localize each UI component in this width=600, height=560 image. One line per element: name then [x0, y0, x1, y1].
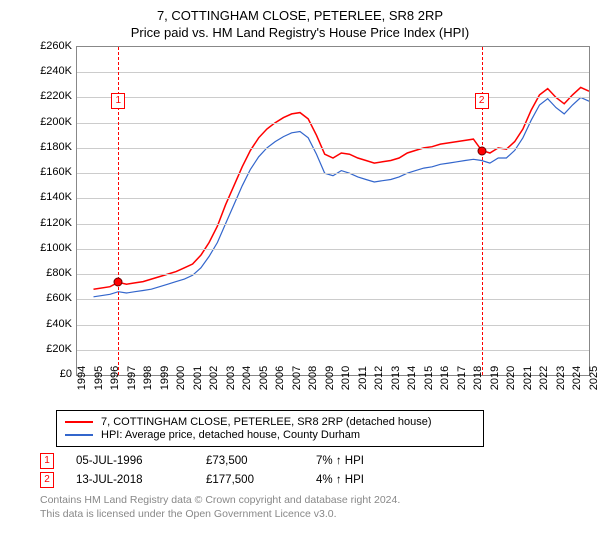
- gridline: [77, 72, 589, 73]
- xtick-label: 2012: [373, 366, 385, 390]
- xtick-label: 2013: [390, 366, 402, 390]
- ytick-label: £60K: [46, 292, 72, 304]
- legend-row: 7, COTTINGHAM CLOSE, PETERLEE, SR8 2RP (…: [65, 416, 475, 428]
- gridline: [77, 325, 589, 326]
- xtick-label: 1998: [142, 366, 154, 390]
- xtick-label: 2004: [241, 366, 253, 390]
- sale-pct: 4% ↑ HPI: [316, 474, 416, 486]
- sale-point: [477, 147, 486, 156]
- xtick-label: 2010: [340, 366, 352, 390]
- xtick-label: 2005: [258, 366, 270, 390]
- xtick-label: 2001: [192, 366, 204, 390]
- gridline: [77, 350, 589, 351]
- ytick-label: £180K: [40, 141, 72, 153]
- legend-row: HPI: Average price, detached house, Coun…: [65, 429, 475, 441]
- ytick-label: £260K: [40, 40, 72, 52]
- sale-price: £177,500: [206, 474, 316, 486]
- ytick-label: £80K: [46, 267, 72, 279]
- xtick-label: 2000: [175, 366, 187, 390]
- xtick-label: 2024: [571, 366, 583, 390]
- sale-pct: 7% ↑ HPI: [316, 455, 416, 467]
- gridline: [77, 198, 589, 199]
- xtick-label: 2023: [555, 366, 567, 390]
- plot-region: 12: [76, 46, 590, 376]
- sale-date: 05-JUL-1996: [76, 455, 206, 467]
- sale-price: £73,500: [206, 455, 316, 467]
- xtick-label: 1995: [93, 366, 105, 390]
- gridline: [77, 173, 589, 174]
- legend-label: HPI: Average price, detached house, Coun…: [101, 429, 360, 441]
- xtick-label: 2018: [472, 366, 484, 390]
- gridline: [77, 97, 589, 98]
- xtick-label: 2020: [505, 366, 517, 390]
- legend-swatch: [65, 421, 93, 423]
- sale-marker-icon: 1: [40, 453, 54, 469]
- ytick-label: £0: [60, 368, 72, 380]
- gridline: [77, 123, 589, 124]
- chart-area: 12 £0£20K£40K£60K£80K£100K£120K£140K£160…: [30, 46, 590, 406]
- footer-line: Contains HM Land Registry data © Crown c…: [40, 494, 590, 508]
- xtick-label: 2008: [307, 366, 319, 390]
- chart-svg: [77, 47, 589, 375]
- sale-marker-icon: 2: [40, 472, 54, 488]
- xtick-label: 1994: [76, 366, 88, 390]
- sale-marker-bubble: 2: [475, 93, 489, 109]
- sales-table: 1 05-JUL-1996 £73,500 7% ↑ HPI 2 13-JUL-…: [40, 453, 590, 488]
- gridline: [77, 224, 589, 225]
- xtick-label: 2025: [588, 366, 600, 390]
- ytick-label: £100K: [40, 242, 72, 254]
- ytick-label: £240K: [40, 65, 72, 77]
- series-line: [94, 98, 590, 297]
- gridline: [77, 274, 589, 275]
- sale-date: 13-JUL-2018: [76, 474, 206, 486]
- xtick-label: 1999: [159, 366, 171, 390]
- xtick-label: 1997: [126, 366, 138, 390]
- legend-label: 7, COTTINGHAM CLOSE, PETERLEE, SR8 2RP (…: [101, 416, 432, 428]
- chart-title: 7, COTTINGHAM CLOSE, PETERLEE, SR8 2RP: [10, 8, 590, 23]
- sales-row: 1 05-JUL-1996 £73,500 7% ↑ HPI: [40, 453, 590, 469]
- ytick-label: £160K: [40, 166, 72, 178]
- xtick-label: 2011: [357, 366, 369, 390]
- xtick-label: 2015: [423, 366, 435, 390]
- ytick-label: £20K: [46, 343, 72, 355]
- footer-line: This data is licensed under the Open Gov…: [40, 508, 590, 522]
- ytick-label: £220K: [40, 90, 72, 102]
- ytick-label: £40K: [46, 318, 72, 330]
- legend-swatch: [65, 434, 93, 436]
- xtick-label: 2022: [538, 366, 550, 390]
- sale-marker-bubble: 1: [111, 93, 125, 109]
- series-line: [94, 87, 590, 289]
- gridline: [77, 148, 589, 149]
- xtick-label: 2021: [522, 366, 534, 390]
- xtick-label: 2017: [456, 366, 468, 390]
- legend-box: 7, COTTINGHAM CLOSE, PETERLEE, SR8 2RP (…: [56, 410, 484, 447]
- xtick-label: 2002: [208, 366, 220, 390]
- xtick-label: 2019: [489, 366, 501, 390]
- xtick-label: 1996: [109, 366, 121, 390]
- xtick-label: 2003: [225, 366, 237, 390]
- gridline: [77, 249, 589, 250]
- ytick-label: £120K: [40, 217, 72, 229]
- chart-subtitle: Price paid vs. HM Land Registry's House …: [10, 25, 590, 40]
- footer-attribution: Contains HM Land Registry data © Crown c…: [40, 494, 590, 521]
- xtick-label: 2016: [439, 366, 451, 390]
- ytick-label: £140K: [40, 191, 72, 203]
- xtick-label: 2007: [291, 366, 303, 390]
- gridline: [77, 299, 589, 300]
- xtick-label: 2014: [406, 366, 418, 390]
- xtick-label: 2006: [274, 366, 286, 390]
- ytick-label: £200K: [40, 116, 72, 128]
- xtick-label: 2009: [324, 366, 336, 390]
- sale-point: [114, 278, 123, 287]
- sales-row: 2 13-JUL-2018 £177,500 4% ↑ HPI: [40, 472, 590, 488]
